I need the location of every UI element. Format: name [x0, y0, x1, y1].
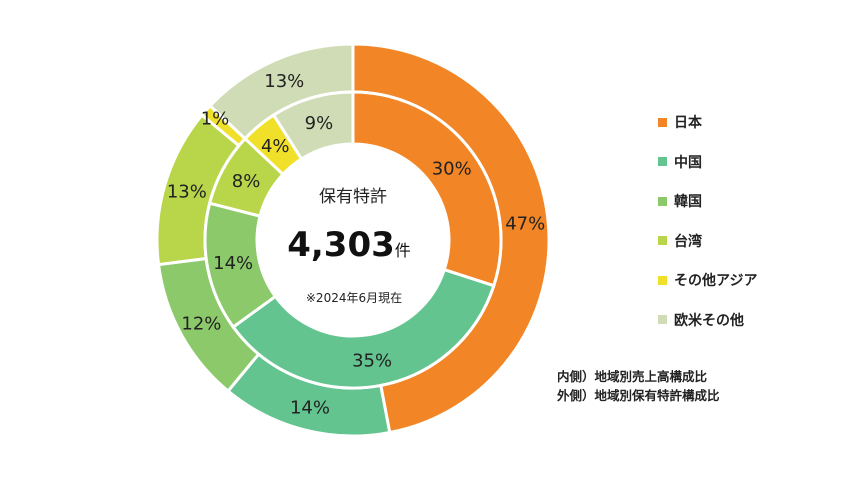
legend-label: 台湾	[674, 233, 702, 250]
legend-label: 中国	[674, 154, 702, 171]
inner-label-5: 9%	[305, 113, 334, 134]
legend-label: 日本	[674, 115, 702, 131]
center-note: ※2024年6月現在	[306, 291, 402, 305]
legend-label: 韓国	[674, 194, 702, 210]
outer-label-3: 13%	[167, 182, 207, 203]
note-inner-ring: 内側）地域別売上高構成比	[557, 369, 708, 384]
inner-label-1: 35%	[352, 350, 392, 371]
inner-slice-1	[231, 267, 496, 390]
outer-label-0: 47%	[505, 214, 545, 235]
legend-item-china: 中国	[658, 152, 757, 172]
outer-label-5: 13%	[264, 71, 304, 92]
note-outer-ring: 外側）地域別保有特許構成比	[557, 388, 720, 403]
legend-swatch	[658, 196, 667, 206]
center-value: 4,303	[287, 225, 395, 265]
percent-labels: 30% 35% 14% 8%4% 9% 47% 14% 12% 13% 1% 13%	[167, 71, 545, 418]
legend-item-japan: 日本	[658, 112, 757, 132]
legend-swatch	[658, 117, 667, 127]
legend: 日本 中国 韓国 台湾 その他アジア 欧米その他	[658, 112, 757, 349]
center-total: 4,303件	[287, 225, 411, 265]
inner-label-2: 14%	[213, 253, 253, 274]
center-block: 保有特許 4,303件 ※2024年6月現在	[287, 187, 411, 305]
inner-slice-0	[351, 90, 503, 288]
outer-label-2: 12%	[181, 313, 221, 334]
center-title: 保有特許	[319, 187, 387, 207]
center-unit: 件	[395, 241, 411, 260]
legend-swatch	[658, 275, 667, 285]
legend-item-taiwan: 台湾	[658, 231, 757, 251]
inner-label-4: 4%	[261, 136, 290, 157]
legend-item-korea: 韓国	[658, 191, 757, 211]
outer-label-1: 14%	[290, 398, 330, 419]
legend-label: 欧米その他	[674, 312, 744, 329]
ring-notes: 内側）地域別売上高構成比 外側）地域別保有特許構成比	[557, 367, 720, 405]
legend-swatch	[658, 236, 667, 245]
outer-label-4: 1%	[201, 108, 230, 129]
inner-slice-5	[271, 90, 355, 162]
inner-label-3: 8%	[232, 171, 261, 192]
legend-swatch	[658, 315, 667, 324]
legend-label: その他アジア	[674, 273, 758, 289]
legend-swatch	[658, 157, 667, 166]
inner-label-0: 30%	[432, 158, 472, 179]
legend-item-other-asia: その他アジア	[658, 270, 757, 290]
inner-ring	[203, 90, 503, 390]
legend-item-west-other: 欧米その他	[658, 310, 757, 330]
outer-ring	[155, 42, 551, 438]
